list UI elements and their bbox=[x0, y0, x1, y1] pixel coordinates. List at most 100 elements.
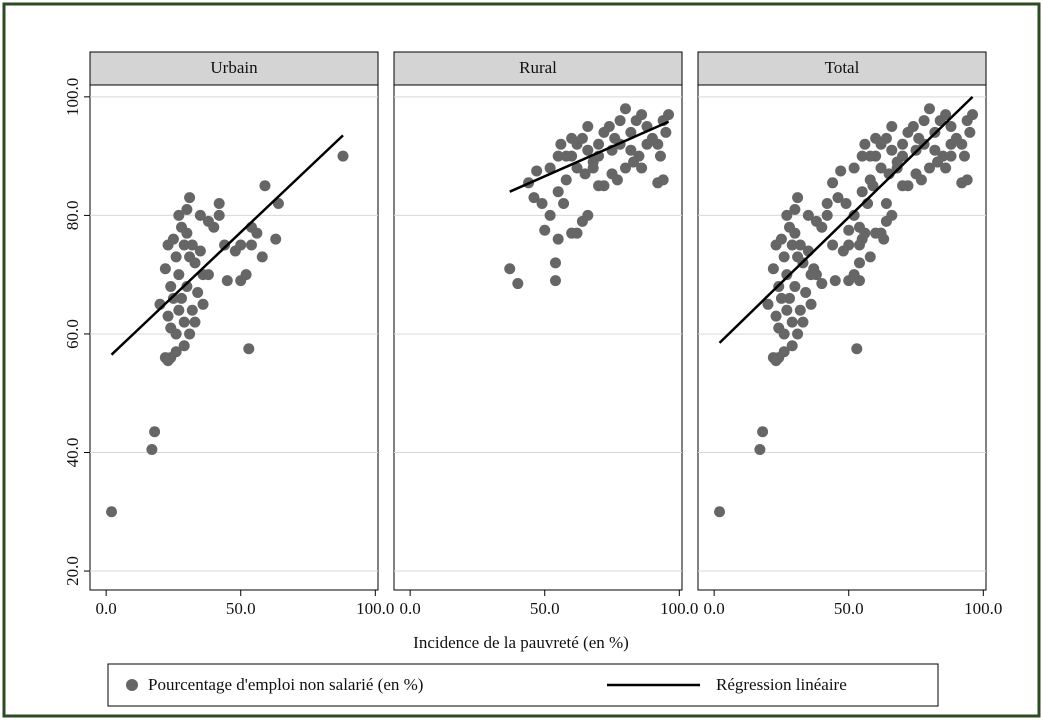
point bbox=[619, 103, 631, 115]
point bbox=[923, 162, 935, 174]
x-tick-label: 0.0 bbox=[96, 599, 117, 618]
point bbox=[663, 109, 675, 121]
point bbox=[794, 239, 806, 251]
y-tick-label: 40.0 bbox=[63, 438, 82, 468]
point bbox=[875, 227, 887, 239]
point bbox=[184, 328, 196, 340]
point bbox=[181, 203, 193, 215]
x-tick-label: 100.0 bbox=[660, 599, 698, 618]
point bbox=[162, 310, 174, 322]
point bbox=[800, 286, 812, 298]
point bbox=[170, 346, 182, 358]
point bbox=[536, 198, 548, 210]
legend-label: Régression linéaire bbox=[716, 675, 847, 694]
point bbox=[848, 162, 860, 174]
point bbox=[805, 298, 817, 310]
point bbox=[907, 120, 919, 132]
point bbox=[794, 304, 806, 316]
point bbox=[652, 138, 664, 150]
point bbox=[945, 120, 957, 132]
point bbox=[531, 165, 543, 177]
point bbox=[555, 138, 567, 150]
point bbox=[821, 209, 833, 221]
point bbox=[582, 120, 594, 132]
x-tick-label: 50.0 bbox=[530, 599, 560, 618]
point bbox=[184, 192, 196, 204]
point bbox=[754, 444, 766, 456]
point bbox=[778, 346, 790, 358]
point bbox=[221, 275, 233, 287]
panel-title: Rural bbox=[519, 58, 557, 77]
point bbox=[235, 239, 247, 251]
point bbox=[582, 144, 594, 156]
point bbox=[614, 115, 626, 127]
point bbox=[875, 162, 887, 174]
point bbox=[789, 281, 801, 293]
point bbox=[611, 174, 623, 186]
point bbox=[571, 227, 583, 239]
point bbox=[178, 239, 190, 251]
point bbox=[566, 132, 578, 144]
point bbox=[173, 269, 185, 281]
x-tick-label: 100.0 bbox=[356, 599, 394, 618]
point bbox=[170, 251, 182, 263]
point bbox=[757, 426, 769, 438]
point bbox=[781, 269, 793, 281]
point bbox=[106, 506, 118, 518]
point bbox=[915, 174, 927, 186]
point bbox=[603, 120, 615, 132]
point bbox=[956, 138, 968, 150]
point bbox=[219, 239, 231, 251]
point bbox=[848, 209, 860, 221]
point bbox=[880, 198, 892, 210]
point bbox=[945, 150, 957, 162]
point bbox=[797, 316, 809, 328]
point bbox=[853, 275, 865, 287]
point bbox=[940, 109, 952, 121]
panel-header bbox=[89, 51, 379, 86]
point bbox=[821, 198, 833, 210]
point bbox=[792, 192, 804, 204]
point bbox=[789, 227, 801, 239]
point bbox=[775, 233, 787, 245]
point bbox=[149, 426, 161, 438]
point bbox=[192, 286, 204, 298]
point bbox=[245, 239, 257, 251]
point bbox=[558, 198, 570, 210]
point bbox=[240, 269, 252, 281]
point bbox=[619, 162, 631, 174]
point bbox=[652, 177, 664, 189]
point bbox=[778, 328, 790, 340]
legend-label: Pourcentage d'emploi non salarié (en %) bbox=[148, 675, 423, 694]
point bbox=[270, 233, 282, 245]
y-tick-label: 100.0 bbox=[63, 78, 82, 116]
point bbox=[880, 132, 892, 144]
point bbox=[886, 144, 898, 156]
point bbox=[571, 162, 583, 174]
point bbox=[789, 203, 801, 215]
point bbox=[856, 186, 868, 198]
point bbox=[165, 281, 177, 293]
point bbox=[549, 275, 561, 287]
point bbox=[208, 221, 220, 233]
point bbox=[189, 316, 201, 328]
x-axis-label: Incidence de la pauvreté (en %) bbox=[413, 633, 629, 652]
point bbox=[146, 444, 158, 456]
point bbox=[781, 304, 793, 316]
point bbox=[859, 138, 871, 150]
point bbox=[851, 343, 863, 355]
point bbox=[956, 177, 968, 189]
point bbox=[832, 192, 844, 204]
point bbox=[504, 263, 516, 275]
point bbox=[528, 192, 540, 204]
point bbox=[625, 126, 637, 138]
point bbox=[827, 239, 839, 251]
point bbox=[923, 103, 935, 115]
legend bbox=[107, 663, 939, 707]
point bbox=[636, 162, 648, 174]
point bbox=[544, 209, 556, 221]
point bbox=[167, 233, 179, 245]
point bbox=[178, 340, 190, 352]
point bbox=[256, 251, 268, 263]
